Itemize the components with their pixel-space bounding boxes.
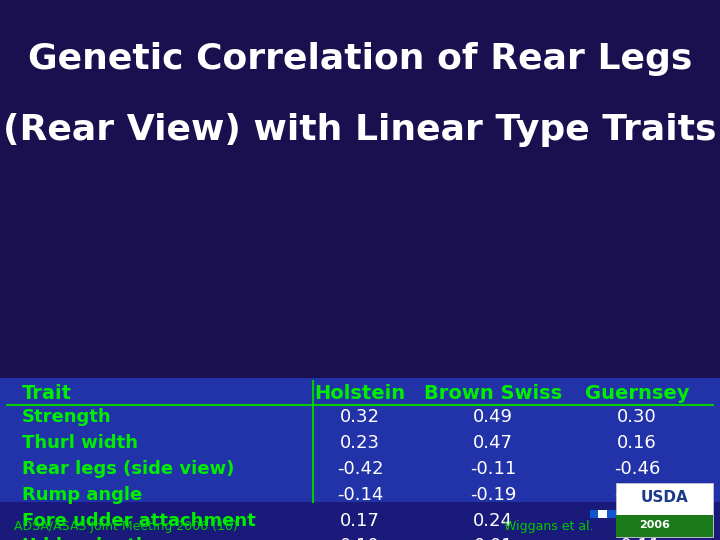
Text: 0.06: 0.06 xyxy=(617,511,657,530)
Text: -0.19: -0.19 xyxy=(470,485,516,504)
Text: Rear legs (side view): Rear legs (side view) xyxy=(22,460,234,478)
Bar xyxy=(0,0,720,378)
Bar xyxy=(607,510,616,518)
Text: Strength: Strength xyxy=(22,408,111,426)
Text: 0.49: 0.49 xyxy=(473,408,513,426)
Text: Brown Swiss: Brown Swiss xyxy=(424,383,562,403)
Text: -0.14: -0.14 xyxy=(337,485,383,504)
Text: Wiggans et al.: Wiggans et al. xyxy=(504,520,593,533)
Text: Trait: Trait xyxy=(22,383,71,403)
Text: Holstein: Holstein xyxy=(315,383,405,403)
Bar xyxy=(598,510,607,518)
Text: Genetic Correlation of Rear Legs: Genetic Correlation of Rear Legs xyxy=(28,43,692,76)
Text: -0.08: -0.08 xyxy=(614,485,660,504)
Text: Udder depth: Udder depth xyxy=(22,537,148,540)
Text: 0.17: 0.17 xyxy=(340,511,380,530)
Text: 0.01: 0.01 xyxy=(473,537,513,540)
Text: 0.16: 0.16 xyxy=(617,434,657,452)
Text: Rump angle: Rump angle xyxy=(22,485,142,504)
Bar xyxy=(0,502,720,540)
Text: 0.24: 0.24 xyxy=(473,511,513,530)
Text: Thurl width: Thurl width xyxy=(22,434,138,452)
Bar xyxy=(616,515,713,537)
Bar xyxy=(0,378,720,502)
Bar xyxy=(590,510,598,518)
Text: -0.42: -0.42 xyxy=(337,460,383,478)
Text: 0.23: 0.23 xyxy=(340,434,380,452)
Text: ADSA/ASAS Joint Meeting 2006 (10): ADSA/ASAS Joint Meeting 2006 (10) xyxy=(14,520,238,533)
Text: -0.46: -0.46 xyxy=(614,460,660,478)
Text: 0.32: 0.32 xyxy=(340,408,380,426)
Text: 0.10: 0.10 xyxy=(340,537,380,540)
Text: 0.30: 0.30 xyxy=(617,408,657,426)
Text: USDA: USDA xyxy=(640,490,688,505)
Text: 2006: 2006 xyxy=(639,521,670,530)
Text: -0.11: -0.11 xyxy=(470,460,516,478)
Text: Fore udder attachment: Fore udder attachment xyxy=(22,511,256,530)
Text: (Rear View) with Linear Type Traits: (Rear View) with Linear Type Traits xyxy=(4,113,716,146)
Bar xyxy=(616,483,713,537)
Text: Guernsey: Guernsey xyxy=(585,383,690,403)
Text: 0.47: 0.47 xyxy=(473,434,513,452)
Text: -0.11: -0.11 xyxy=(614,537,660,540)
